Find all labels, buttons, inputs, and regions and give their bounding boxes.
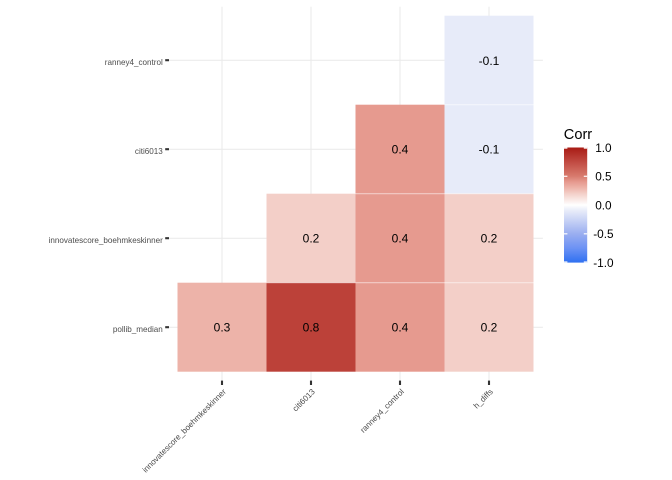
svg-text:0.3: 0.3	[214, 321, 231, 335]
svg-text:citi6013: citi6013	[135, 147, 163, 156]
svg-text:0.8: 0.8	[303, 321, 320, 335]
svg-text:0.4: 0.4	[392, 232, 409, 246]
svg-text:0.2: 0.2	[481, 232, 498, 246]
svg-text:innovatescore_boehmkeskinner: innovatescore_boehmkeskinner	[49, 236, 164, 245]
svg-text:1.0: 1.0	[595, 141, 612, 155]
svg-text:0.5: 0.5	[595, 170, 612, 184]
svg-text:-0.1: -0.1	[479, 143, 500, 157]
svg-text:0.0: 0.0	[595, 198, 612, 212]
svg-text:0.4: 0.4	[392, 321, 409, 335]
svg-text:pollib_median: pollib_median	[113, 325, 163, 334]
svg-text:0.4: 0.4	[392, 143, 409, 157]
svg-text:ranney4_control: ranney4_control	[105, 58, 163, 67]
svg-text:-0.1: -0.1	[479, 54, 500, 68]
svg-text:-1.0: -1.0	[593, 256, 614, 270]
svg-text:0.2: 0.2	[303, 232, 320, 246]
svg-text:-0.5: -0.5	[593, 227, 614, 241]
svg-text:0.2: 0.2	[481, 321, 498, 335]
svg-text:Corr: Corr	[564, 127, 593, 143]
